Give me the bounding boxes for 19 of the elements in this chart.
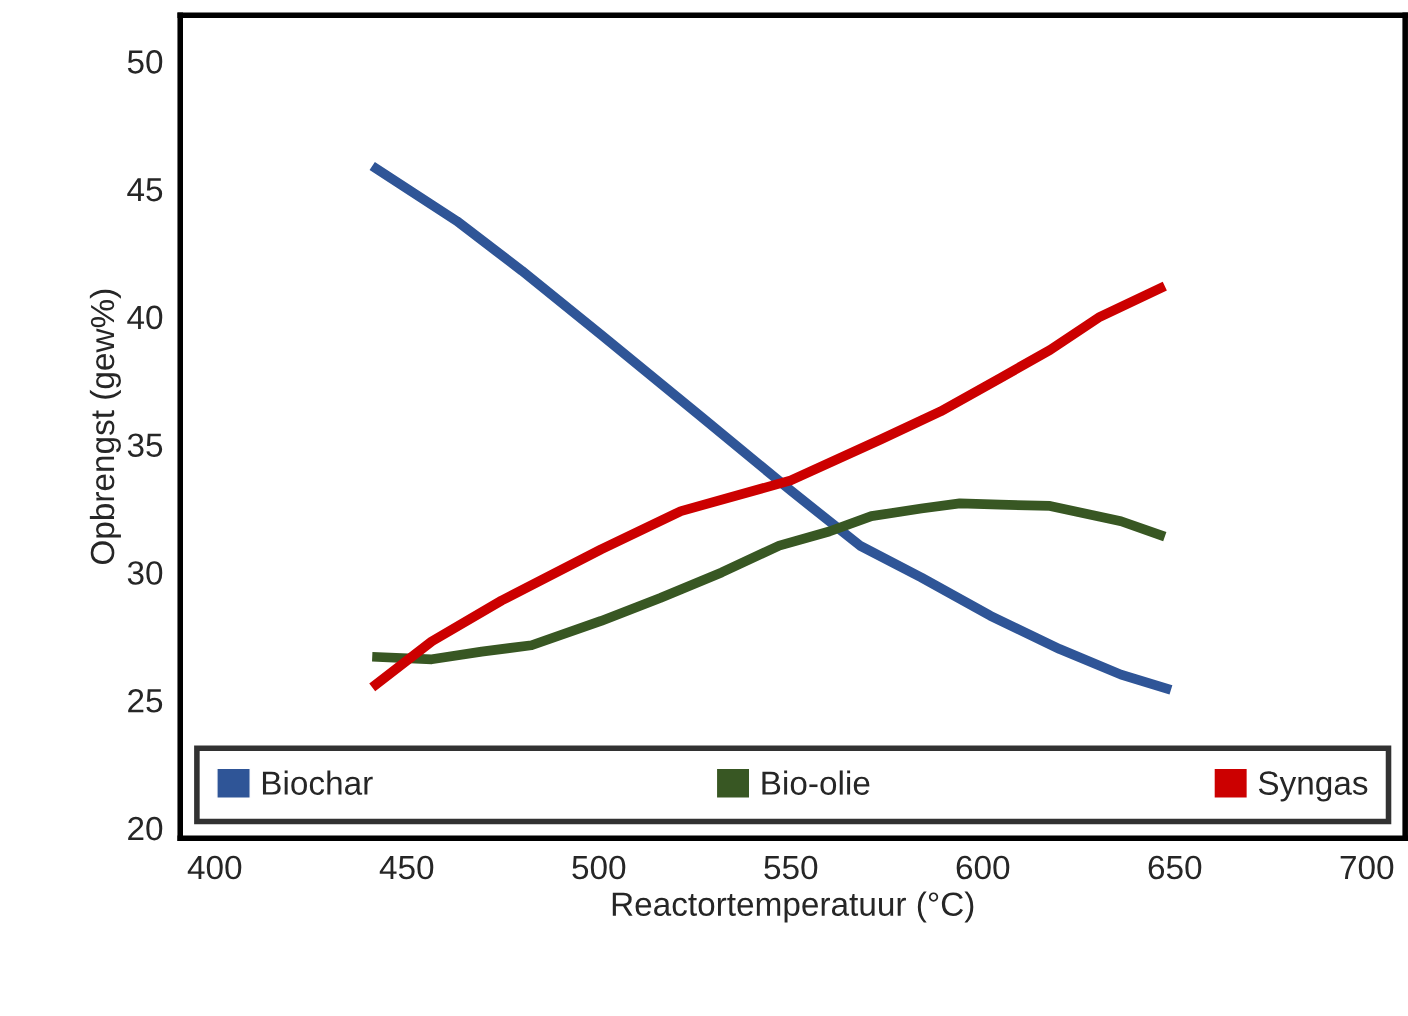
x-tick-label: 450 bbox=[379, 855, 434, 880]
x-tick-label: 400 bbox=[187, 855, 242, 880]
y-tick-label: 50 bbox=[127, 50, 163, 74]
legend-label: Syngas bbox=[1258, 771, 1368, 802]
x-tick-label: 500 bbox=[572, 855, 626, 880]
y-tick-label: 45 bbox=[127, 178, 163, 202]
x-tick-label: 700 bbox=[1340, 855, 1394, 880]
x-axis-title: Reactortemperatuur (°C) bbox=[612, 891, 974, 923]
legend-label: Bio-olie bbox=[762, 770, 870, 795]
x-tick-label: 600 bbox=[956, 855, 1010, 880]
y-tick-label: 20 bbox=[128, 816, 163, 841]
x-tick-label: 650 bbox=[1148, 855, 1202, 880]
y-axis-title: Opbrengst (gew%) bbox=[89, 289, 121, 565]
y-tick-label: 30 bbox=[127, 561, 163, 585]
legend-label: Biochar bbox=[262, 770, 373, 795]
y-tick-label: 35 bbox=[127, 433, 163, 458]
y-tick-label: 25 bbox=[128, 688, 163, 713]
y-tick-label: 40 bbox=[127, 305, 163, 330]
x-tick-label: 550 bbox=[764, 855, 818, 880]
